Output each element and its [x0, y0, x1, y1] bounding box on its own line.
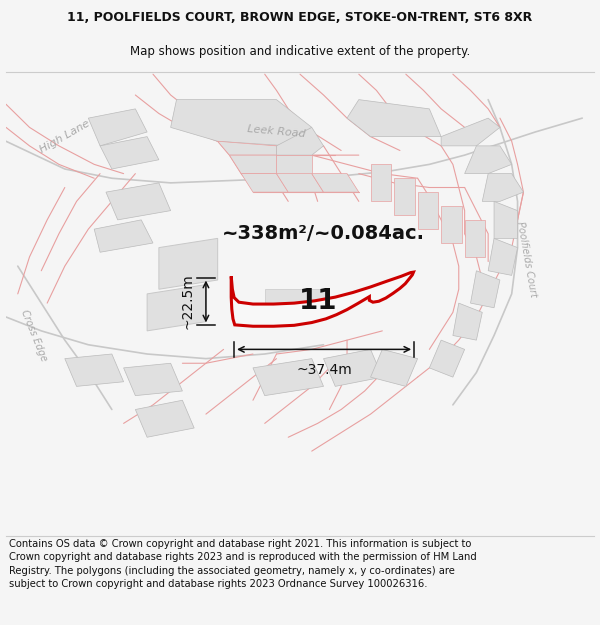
Polygon shape	[265, 289, 329, 317]
Polygon shape	[124, 363, 182, 396]
Text: Poolfields Court: Poolfields Court	[515, 221, 538, 298]
Polygon shape	[277, 174, 323, 192]
Text: Contains OS data © Crown copyright and database right 2021. This information is : Contains OS data © Crown copyright and d…	[9, 539, 477, 589]
Polygon shape	[453, 303, 482, 340]
Polygon shape	[394, 178, 415, 215]
Polygon shape	[277, 155, 312, 174]
Polygon shape	[323, 349, 382, 386]
Polygon shape	[229, 155, 277, 174]
Polygon shape	[136, 400, 194, 437]
Polygon shape	[159, 238, 218, 289]
Polygon shape	[88, 109, 147, 146]
Text: ~37.4m: ~37.4m	[296, 363, 352, 378]
Polygon shape	[241, 174, 288, 192]
Polygon shape	[464, 220, 485, 257]
Polygon shape	[464, 146, 512, 174]
Polygon shape	[470, 271, 500, 308]
Polygon shape	[312, 174, 359, 192]
Polygon shape	[430, 340, 464, 377]
Polygon shape	[418, 192, 438, 229]
Text: ~338m²/~0.084ac.: ~338m²/~0.084ac.	[222, 224, 425, 243]
Polygon shape	[218, 141, 277, 155]
Polygon shape	[94, 220, 153, 253]
Polygon shape	[277, 127, 323, 155]
Polygon shape	[441, 206, 462, 243]
Text: Cross Edge: Cross Edge	[19, 308, 49, 362]
Polygon shape	[347, 99, 441, 137]
Polygon shape	[100, 137, 159, 169]
Text: 11: 11	[298, 287, 337, 315]
Polygon shape	[371, 164, 391, 201]
Text: Leek Road: Leek Road	[247, 124, 306, 139]
Polygon shape	[371, 349, 418, 386]
Text: ~22.5m: ~22.5m	[180, 274, 194, 329]
Polygon shape	[482, 174, 523, 201]
Text: High Lane: High Lane	[38, 118, 92, 155]
Text: Map shows position and indicative extent of the property.: Map shows position and indicative extent…	[130, 45, 470, 58]
Text: 11, POOLFIELDS COURT, BROWN EDGE, STOKE-ON-TRENT, ST6 8XR: 11, POOLFIELDS COURT, BROWN EDGE, STOKE-…	[67, 11, 533, 24]
Polygon shape	[65, 354, 124, 386]
Polygon shape	[231, 272, 413, 326]
Polygon shape	[253, 359, 323, 396]
Polygon shape	[147, 284, 206, 331]
Polygon shape	[441, 118, 500, 146]
Polygon shape	[106, 183, 170, 220]
Polygon shape	[488, 238, 518, 276]
Polygon shape	[494, 201, 518, 238]
Polygon shape	[170, 99, 312, 146]
